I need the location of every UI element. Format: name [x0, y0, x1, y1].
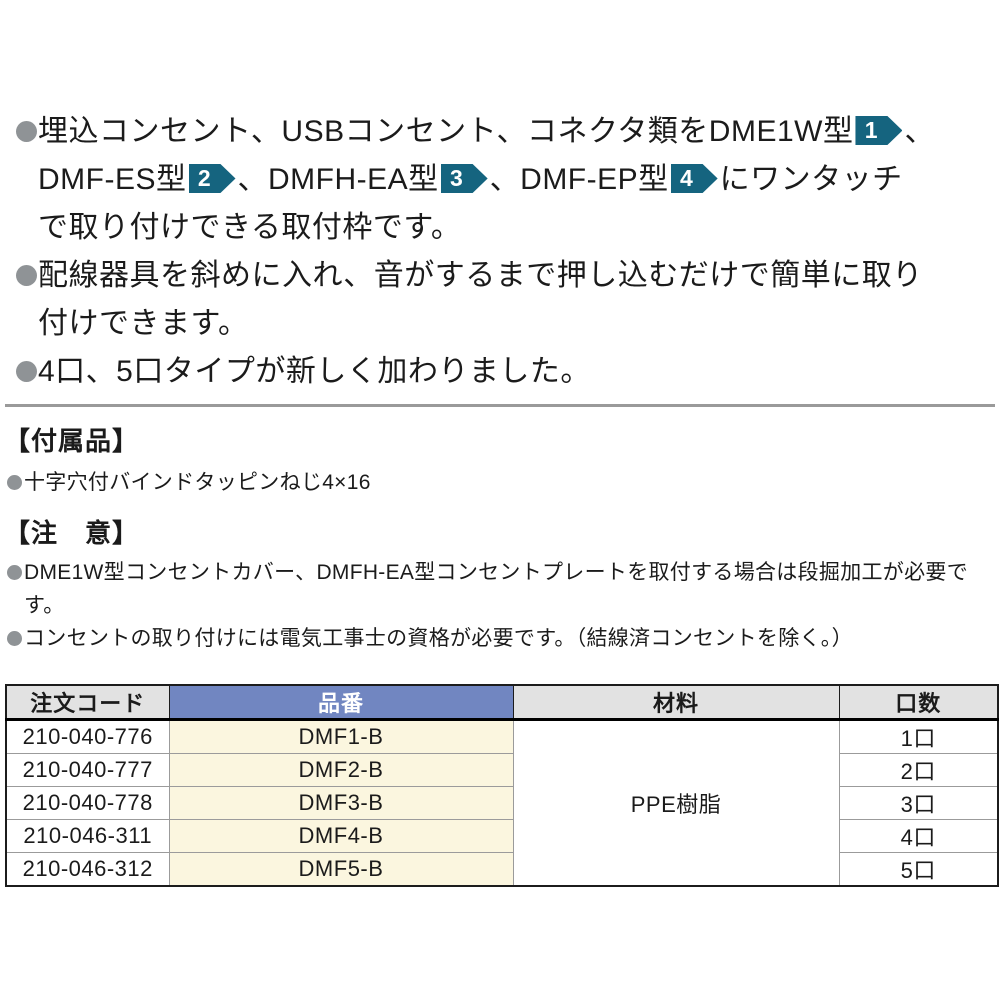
- feature-1-line3: で取り付けできる取付枠です。: [38, 211, 462, 244]
- feature-item-2: 配線器具を斜めに入れ、音がするまで押し込むだけで簡単に取り 付けできます。: [16, 252, 988, 348]
- feature-text: 配線器具を斜めに入れ、音がするまで押し込むだけで簡単に取り 付けできます。: [38, 252, 988, 348]
- table-row: 210-040-777 DMF2-B 2口: [5, 753, 999, 787]
- ref-marker-4-icon: 4: [670, 164, 718, 193]
- feature-1-line1: 埋込コンセント、USBコンセント、コネクタ類をDME1W型: [38, 115, 854, 148]
- table-row: 210-040-776 DMF1-B PPE樹脂 1口: [5, 719, 999, 887]
- feature-text: 4口、5口タイプが新しく加わりました。: [38, 348, 988, 396]
- bullet-icon: [16, 361, 37, 382]
- bullet-icon: [16, 121, 37, 142]
- cell-ports: 3口: [838, 786, 999, 820]
- caution-item-2: コンセントの取り付けには電気工事士の資格が必要です。（結線済コンセントを除く。）: [7, 622, 990, 655]
- cell-part-number: DMF2-B: [168, 753, 514, 787]
- ref-marker-2-icon: 2: [188, 164, 236, 193]
- caution-item-1: DME1W型コンセントカバー、DMFH-EA型コンセントプレートを取付する場合は…: [7, 556, 990, 622]
- bullet-icon: [7, 565, 22, 580]
- feature-item-1: 埋込コンセント、USBコンセント、コネクタ類をDME1W型 1、 DMF-ES型 2…: [16, 108, 988, 252]
- header-order-code: 注文コード: [5, 684, 170, 721]
- header-material: 材料: [512, 684, 840, 721]
- ref-marker-1-icon: 1: [855, 116, 903, 145]
- caution-item-2-text: コンセントの取り付けには電気工事士の資格が必要です。（結線済コンセントを除く。）: [24, 627, 853, 650]
- feature-item-3: 4口、5口タイプが新しく加わりました。: [16, 348, 988, 396]
- cell-ports: 4口: [838, 819, 999, 853]
- cell-part-number: DMF3-B: [168, 786, 514, 820]
- feature-1-line2d: にワンタッチ: [719, 163, 903, 196]
- bullet-icon: [7, 475, 22, 490]
- feature-1-line2a: DMF-ES型: [38, 163, 187, 196]
- cell-ports: 5口: [838, 852, 999, 887]
- section-divider: [5, 404, 995, 407]
- feature-1-sep: 、: [904, 115, 935, 148]
- cell-order-code: 210-046-311: [5, 819, 170, 853]
- cell-order-code: 210-040-778: [5, 786, 170, 820]
- feature-2-line1: 配線器具を斜めに入れ、音がするまで押し込むだけで簡単に取り: [38, 259, 923, 292]
- cell-part-number: DMF1-B: [168, 719, 514, 754]
- product-table: 注文コード 品番 材料 口数 210-040-776 DMF1-B PPE樹脂 …: [5, 684, 999, 887]
- cell-part-number: DMF5-B: [168, 852, 514, 887]
- table-header-row: 注文コード 品番 材料 口数: [5, 684, 999, 721]
- ref-marker-3-icon: 3: [440, 164, 488, 193]
- cell-ports: 2口: [838, 753, 999, 787]
- cell-order-code: 210-040-776: [5, 719, 170, 754]
- table-row: 210-046-311 DMF4-B 4口: [5, 819, 999, 853]
- feature-1-line2b: 、DMFH-EA型: [237, 163, 439, 196]
- feature-list: 埋込コンセント、USBコンセント、コネクタ類をDME1W型 1、 DMF-ES型 2…: [16, 0, 988, 396]
- accessories-heading: 【付属品】: [4, 426, 140, 456]
- cell-ports: 1口: [838, 719, 999, 754]
- caution-list: DME1W型コンセントカバー、DMFH-EA型コンセントプレートを取付する場合は…: [0, 556, 1000, 655]
- table-row: 210-040-778 DMF3-B 3口: [5, 786, 999, 820]
- accessory-item-text: 十字穴付バインドタッピンねじ4×16: [24, 471, 371, 494]
- feature-1-line2c: 、DMF-EP型: [489, 163, 669, 196]
- cell-order-code: 210-040-777: [5, 753, 170, 787]
- bullet-icon: [16, 265, 37, 286]
- caution-heading: 【注 意】: [4, 518, 140, 548]
- cell-order-code: 210-046-312: [5, 852, 170, 887]
- caution-item-1-text: DME1W型コンセントカバー、DMFH-EA型コンセントプレートを取付する場合は…: [24, 561, 969, 617]
- feature-3-line1: 4口、5口タイプが新しく加わりました。: [38, 355, 591, 388]
- cell-material: PPE樹脂: [512, 719, 840, 887]
- feature-text: 埋込コンセント、USBコンセント、コネクタ類をDME1W型 1、 DMF-ES型 2…: [38, 108, 988, 252]
- cell-part-number: DMF4-B: [168, 819, 514, 853]
- header-ports: 口数: [838, 684, 999, 721]
- table-row: 210-046-312 DMF5-B 5口: [5, 852, 999, 887]
- feature-2-line2: 付けできます。: [38, 307, 249, 340]
- header-part-number: 品番: [168, 684, 514, 721]
- bullet-icon: [7, 631, 22, 646]
- accessory-item: 十字穴付バインドタッピンねじ4×16: [7, 466, 990, 499]
